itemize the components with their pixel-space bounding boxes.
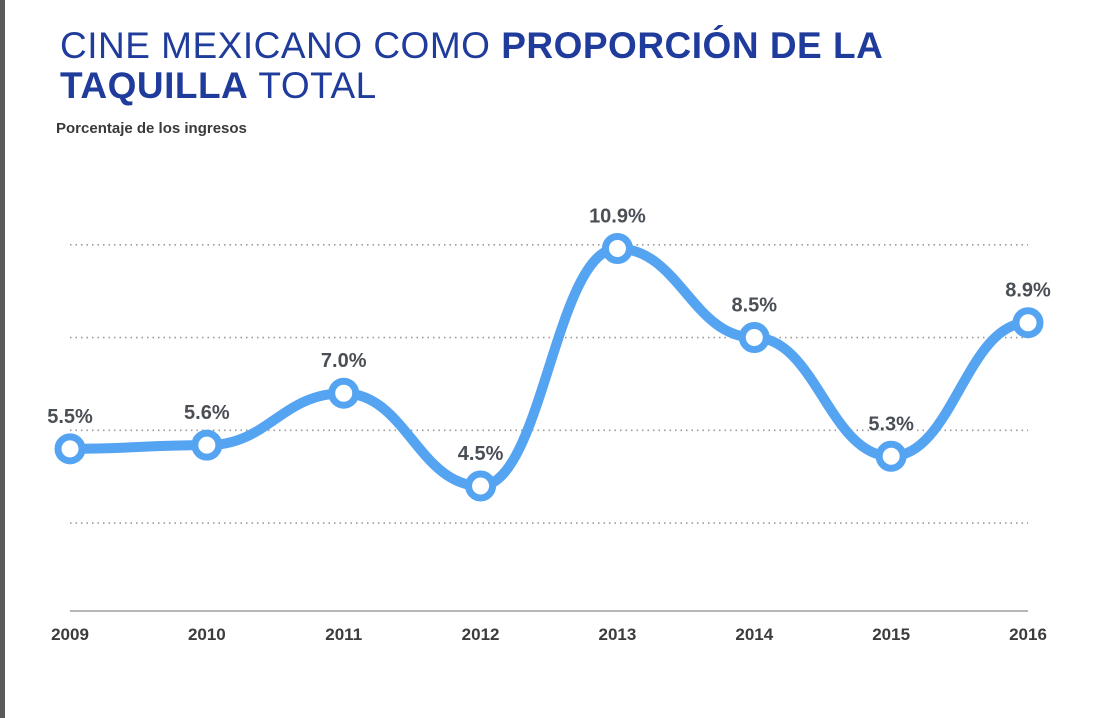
x-tick-label-2015: 2015: [872, 625, 910, 644]
data-point-2016: [1012, 307, 1044, 339]
x-tick-label-2010: 2010: [188, 625, 226, 644]
value-label-2009: 5.5%: [47, 406, 93, 428]
data-point-2013: [601, 233, 633, 265]
x-tick-labels: 2009 2010 2011 2012 2013 2014 2015 2016: [51, 625, 1047, 644]
data-point-2012: [465, 470, 497, 502]
x-tick-label-2011: 2011: [325, 625, 362, 644]
left-edge-bar: [0, 0, 5, 718]
value-label-2016: 8.9%: [1005, 280, 1051, 302]
data-point-2009: [54, 433, 86, 465]
title-part-1: CINE MEXICANO COMO: [60, 25, 502, 66]
x-tick-label-2014: 2014: [735, 625, 773, 644]
title-part-4: TOTAL: [248, 65, 377, 106]
value-label-2011: 7.0%: [321, 350, 367, 372]
value-label-2013: 10.9%: [589, 206, 646, 228]
data-point-2011: [328, 377, 360, 409]
chart-title: CINE MEXICANO COMO PROPORCIÓN DE LA TAQU…: [60, 26, 883, 106]
value-label-2015: 5.3%: [868, 413, 914, 435]
value-label-2014: 8.5%: [731, 295, 777, 317]
data-point-2014: [738, 322, 770, 354]
data-point-2010: [191, 429, 223, 461]
x-tick-label-2012: 2012: [462, 625, 500, 644]
chart-subtitle: Porcentaje de los ingresos: [56, 120, 247, 137]
value-label-2012: 4.5%: [458, 443, 504, 465]
x-tick-label-2009: 2009: [51, 625, 89, 644]
x-tick-label-2013: 2013: [599, 625, 637, 644]
value-labels: 5.5% 5.6% 7.0% 4.5% 10.9% 8.5% 5.3% 8.9%: [46, 204, 1053, 466]
title-part-2: PROPORCIÓN DE LA: [501, 25, 884, 66]
x-tick-label-2016: 2016: [1009, 625, 1047, 644]
data-points: [54, 233, 1044, 502]
data-point-2015: [875, 440, 907, 472]
title-part-3: TAQUILLA: [60, 65, 249, 106]
value-label-2010: 5.6%: [184, 402, 230, 424]
grid-lines: [70, 244, 1028, 524]
